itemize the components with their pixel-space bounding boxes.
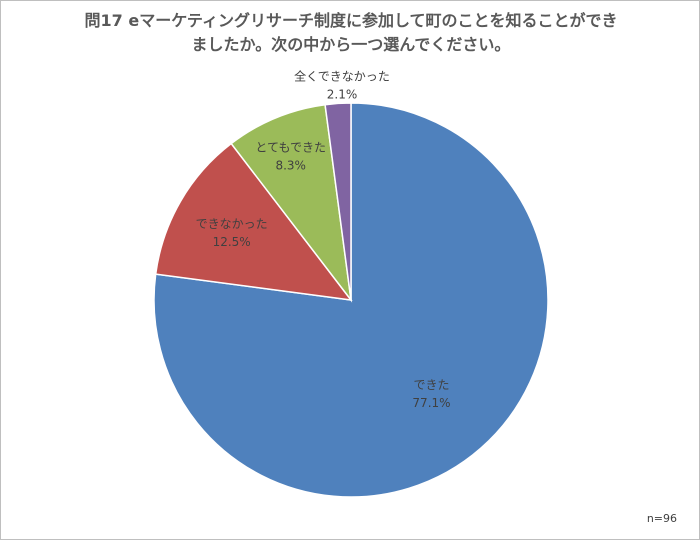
slice-value-label: 77.1% xyxy=(412,396,450,410)
chart-title: 問17 eマーケティングリサーチ制度に参加して町のことを知ることができ ましたか… xyxy=(41,9,661,57)
slice-category-label: とてもできた xyxy=(255,140,326,154)
slice-value-label: 8.3% xyxy=(275,158,306,172)
slice-value-label: 2.1% xyxy=(327,87,358,101)
pie-slice-2 xyxy=(154,142,353,301)
sample-size-note: n=96 xyxy=(646,512,677,525)
pie-labels: できた 77.1% できなかった 12.5% とてもできた 8.3% 全くできなかった 2.1… xyxy=(196,68,451,409)
slice-category-label: できなかった xyxy=(196,217,268,231)
pie-slices xyxy=(153,102,549,498)
pie-slice-1 xyxy=(153,102,549,498)
slice-category-label: 全くできなかった xyxy=(294,68,390,83)
chart-title-line-2: ましたか。次の中から一つ選んでください。 xyxy=(191,35,511,54)
slice-category-label: できた xyxy=(413,378,449,392)
pie-slice-3 xyxy=(230,103,353,303)
pie-slice-4 xyxy=(324,102,352,301)
chart-title-line-1: 問17 eマーケティングリサーチ制度に参加して町のことを知ることができ xyxy=(84,11,618,30)
slice-value-label: 12.5% xyxy=(213,235,251,249)
